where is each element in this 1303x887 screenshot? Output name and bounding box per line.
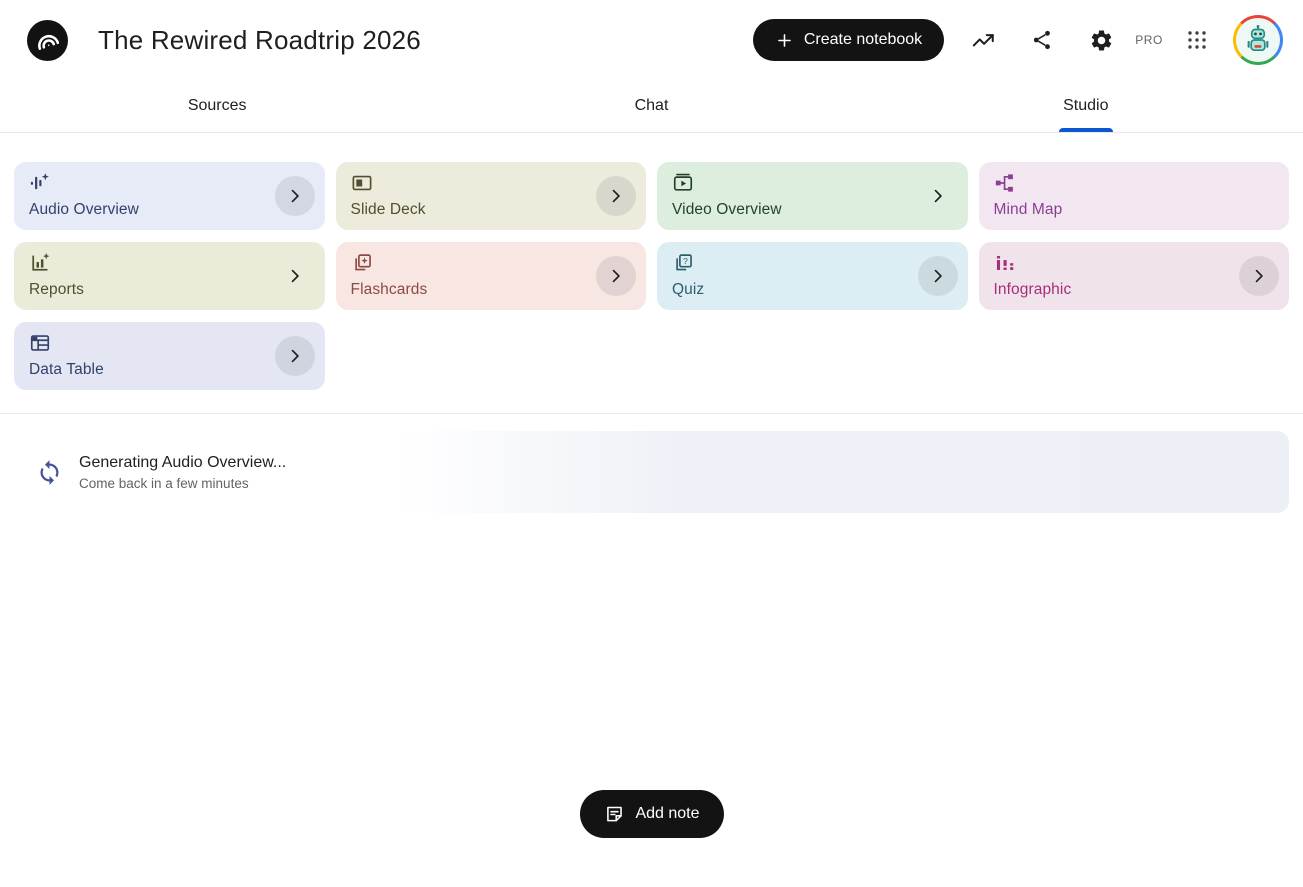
slide-deck-icon (351, 172, 373, 194)
quiz-cards-icon (672, 252, 694, 274)
studio-card-audio-overview[interactable]: Audio Overview (14, 162, 325, 230)
studio-card-label: Reports (29, 281, 84, 298)
infographic-bars-icon (994, 252, 1016, 274)
video-camera-icon (672, 172, 694, 194)
create-notebook-button[interactable]: Create notebook (752, 19, 945, 61)
chevron-right-icon (928, 266, 948, 286)
generating-status-card: Generating Audio Overview... Come back i… (14, 431, 1289, 513)
notebook-title[interactable]: The Rewired Roadtrip 2026 (98, 24, 421, 55)
mind-map-graph-icon (994, 172, 1016, 194)
chevron-right-icon (606, 186, 626, 206)
studio-card-flashcards[interactable]: Flashcards (335, 242, 646, 310)
chevron-right-icon (928, 186, 948, 206)
open-chevron-button[interactable] (917, 256, 958, 296)
studio-card-mind-map[interactable]: Mind Map (978, 162, 1289, 230)
add-note-button[interactable]: Add note (579, 790, 724, 838)
user-avatar[interactable] (1233, 15, 1283, 65)
studio-card-label: Mind Map (993, 201, 1063, 218)
open-chevron-button[interactable] (274, 336, 315, 376)
flashcards-star-icon (351, 252, 373, 274)
studio-card-slide-deck[interactable]: Slide Deck (335, 162, 646, 230)
notebooklm-logo-icon[interactable] (27, 19, 68, 61)
studio-card-reports[interactable]: Reports (14, 242, 325, 310)
tab-chat-label: Chat (634, 97, 669, 114)
sync-icon (36, 459, 63, 486)
studio-card-label: Video Overview (672, 201, 782, 218)
note-icon (606, 806, 622, 821)
chevron-right-icon (285, 266, 305, 286)
chevron-right-icon (285, 186, 305, 206)
chevron-right-icon (1249, 266, 1269, 286)
studio-card-video-overview[interactable]: Video Overview (657, 162, 968, 230)
data-table-icon (29, 332, 51, 354)
studio-card-label: Infographic (993, 281, 1072, 298)
open-chevron-button[interactable] (1239, 256, 1279, 296)
panel-tabs: Sources Chat Studio (0, 80, 1303, 133)
open-chevron-button[interactable] (596, 256, 636, 296)
active-tab-underline (1058, 128, 1113, 132)
share-icon[interactable] (1022, 20, 1062, 60)
studio-card-label: Quiz (672, 281, 705, 298)
apps-grid-icon[interactable] (1177, 20, 1217, 60)
tab-chat[interactable]: Chat (434, 80, 868, 132)
tab-studio-label: Studio (1063, 97, 1109, 114)
chevron-right-icon (606, 266, 626, 286)
tab-sources[interactable]: Sources (0, 80, 434, 132)
studio-card-label: Slide Deck (350, 201, 426, 218)
audio-waveform-sparkle-icon (29, 172, 51, 194)
pro-badge: PRO (1135, 33, 1163, 47)
open-chevron-button[interactable] (596, 176, 636, 216)
studio-card-label: Audio Overview (29, 201, 139, 218)
open-chevron-button[interactable] (918, 176, 958, 216)
report-chart-sparkle-icon (29, 252, 51, 274)
analytics-trending-icon[interactable] (963, 20, 1003, 60)
studio-card-quiz[interactable]: Quiz (657, 242, 968, 310)
studio-divider (0, 413, 1303, 414)
create-notebook-label: Create notebook (803, 31, 923, 48)
studio-card-label: Data Table (29, 361, 104, 378)
settings-gear-icon[interactable] (1081, 20, 1121, 60)
generating-title: Generating Audio Overview... (79, 453, 287, 471)
studio-cards-grid: Audio Overview Slide Deck Video Overview (14, 162, 1289, 390)
studio-card-infographic[interactable]: Infographic (978, 242, 1289, 310)
open-chevron-button[interactable] (275, 256, 315, 296)
add-note-label: Add note (635, 805, 700, 822)
tab-sources-label: Sources (187, 97, 247, 114)
app-header: The Rewired Roadtrip 2026 Create noteboo… (0, 0, 1303, 80)
chevron-right-icon (285, 346, 305, 366)
open-chevron-button[interactable] (274, 176, 315, 216)
plus-icon (778, 33, 791, 47)
avatar-robot-image (1236, 18, 1280, 62)
studio-card-label: Flashcards (350, 281, 428, 298)
tab-studio[interactable]: Studio (869, 80, 1303, 132)
generating-subtitle: Come back in a few minutes (79, 475, 249, 491)
studio-card-data-table[interactable]: Data Table (14, 322, 325, 390)
